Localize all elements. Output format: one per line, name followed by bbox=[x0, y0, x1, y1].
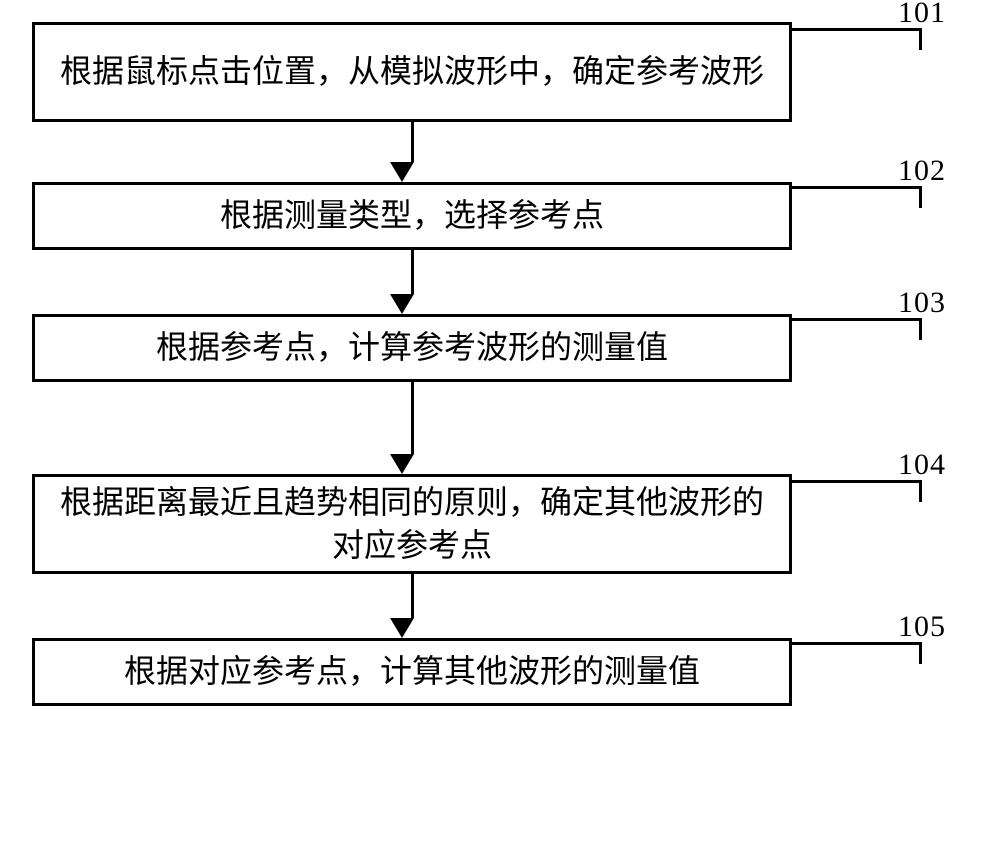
arrow-down-icon bbox=[400, 574, 424, 638]
arrow-after-103 bbox=[32, 382, 792, 474]
callout-line-icon bbox=[792, 318, 922, 340]
arrow-shaft-icon bbox=[411, 250, 414, 294]
arrow-shaft-icon bbox=[411, 574, 414, 618]
arrow-head-icon bbox=[390, 618, 414, 638]
callout-line-icon bbox=[792, 28, 922, 50]
flow-step-102: 根据测量类型，选择参考点102 bbox=[32, 182, 972, 250]
callout-line-icon bbox=[792, 480, 922, 502]
flow-box-103: 根据参考点，计算参考波形的测量值 bbox=[32, 314, 792, 382]
flow-box-104: 根据距离最近且趋势相同的原则，确定其他波形的对应参考点 bbox=[32, 474, 792, 574]
step-number-104: 104 bbox=[898, 448, 946, 482]
arrow-down-icon bbox=[400, 250, 424, 314]
arrow-down-icon bbox=[400, 382, 424, 474]
arrow-shaft-icon bbox=[411, 122, 414, 162]
arrow-head-icon bbox=[390, 294, 414, 314]
arrow-shaft-icon bbox=[411, 382, 414, 454]
arrow-down-icon bbox=[400, 122, 424, 182]
flow-step-105: 根据对应参考点，计算其他波形的测量值105 bbox=[32, 638, 972, 706]
step-number-103: 103 bbox=[898, 286, 946, 320]
arrow-head-icon bbox=[390, 162, 414, 182]
flowchart-container: 根据鼠标点击位置，从模拟波形中，确定参考波形101根据测量类型，选择参考点102… bbox=[32, 22, 972, 706]
step-number-102: 102 bbox=[898, 154, 946, 188]
arrow-after-104 bbox=[32, 574, 792, 638]
arrow-after-101 bbox=[32, 122, 792, 182]
callout-line-icon bbox=[792, 186, 922, 208]
flow-box-102: 根据测量类型，选择参考点 bbox=[32, 182, 792, 250]
flow-step-101: 根据鼠标点击位置，从模拟波形中，确定参考波形101 bbox=[32, 22, 972, 122]
flow-box-105: 根据对应参考点，计算其他波形的测量值 bbox=[32, 638, 792, 706]
flow-step-104: 根据距离最近且趋势相同的原则，确定其他波形的对应参考点104 bbox=[32, 474, 972, 574]
flow-step-103: 根据参考点，计算参考波形的测量值103 bbox=[32, 314, 972, 382]
step-number-101: 101 bbox=[898, 0, 946, 30]
arrow-head-icon bbox=[390, 454, 414, 474]
step-number-105: 105 bbox=[898, 610, 946, 644]
arrow-after-102 bbox=[32, 250, 792, 314]
callout-line-icon bbox=[792, 642, 922, 664]
flow-box-101: 根据鼠标点击位置，从模拟波形中，确定参考波形 bbox=[32, 22, 792, 122]
